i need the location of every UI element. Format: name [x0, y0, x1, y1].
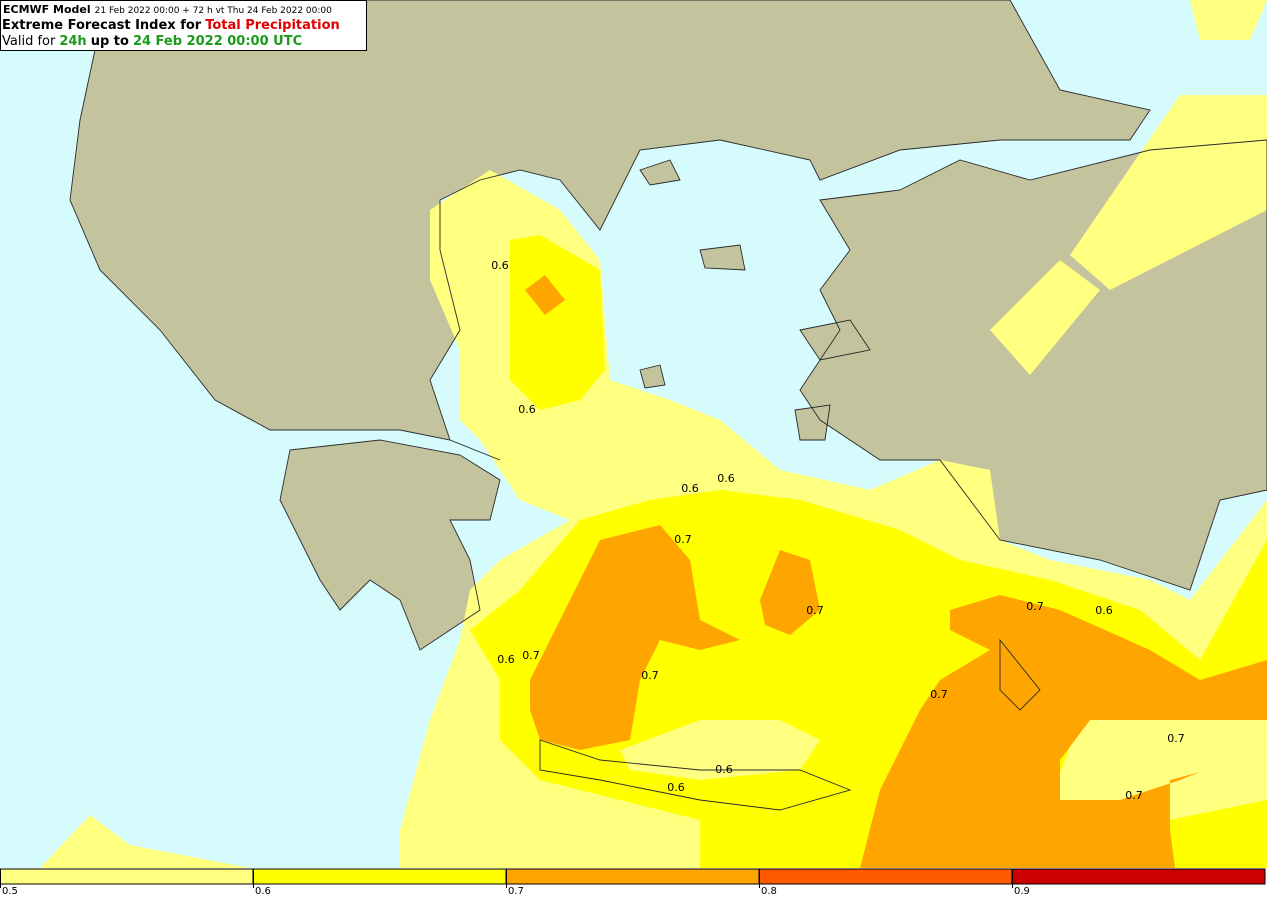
contour-label: 0.7	[674, 533, 692, 546]
model: ECMWF Model	[3, 3, 91, 16]
coastline	[799, 139, 1267, 591]
coastline	[999, 638, 1041, 711]
colorbar-segment	[252, 868, 507, 885]
contour-label: 0.7	[1026, 600, 1044, 613]
colorbar-label: 0.9	[1014, 886, 1030, 897]
contour-label: 0.6	[518, 403, 536, 416]
parameter: Total Precipitation	[205, 18, 340, 33]
header-line-1: ECMWF Model 21 Feb 2022 00:00 + 72 h vt T…	[3, 3, 332, 16]
header-line-3: Valid for 24h up to 24 Feb 2022 00:00 UTC	[2, 34, 302, 49]
contour-label: 0.7	[522, 649, 540, 662]
valid-time: 24 Feb 2022 00:00 UTC	[133, 34, 302, 49]
contour-label: 0.6	[667, 781, 685, 794]
contour-label: 0.7	[641, 669, 659, 682]
colorbar-label: 0.5	[2, 886, 18, 897]
contour-label: 0.7	[806, 604, 824, 617]
contour-label: 0.7	[1125, 789, 1143, 802]
header-box	[0, 0, 367, 51]
coastline	[279, 439, 501, 651]
coastline	[539, 739, 852, 811]
period: 24h	[59, 34, 86, 49]
header-line-2: Extreme Forecast Index for Total Precipit…	[2, 18, 340, 33]
valid-prefix: Valid for	[2, 34, 56, 49]
coastline	[69, 0, 1151, 461]
colorbar-segment	[505, 868, 760, 885]
colorbar: 0.5 0.6 0.7 0.8 0.9	[0, 868, 1266, 897]
efi-area	[620, 720, 1267, 820]
contour-labels: 0.6 0.6 0.6 0.6 0.6 0.6 0.6 0.6 0.7 0.7 0.7 0.7 0.7 0…	[491, 259, 1185, 802]
coastline	[639, 159, 871, 441]
efi-area	[860, 595, 1267, 868]
contour-label: 0.7	[930, 688, 948, 701]
efi-shading	[40, 0, 1267, 868]
title: Extreme Forecast Index for	[2, 18, 202, 33]
contour-label: 0.6	[715, 763, 733, 776]
colorbar-segment	[758, 868, 1013, 885]
contour-label: 0.6	[491, 259, 509, 272]
efi-area	[510, 235, 605, 410]
colorbar-label: 0.6	[255, 886, 271, 897]
contour-label: 0.6	[717, 472, 735, 485]
efi-area	[525, 275, 820, 750]
contour-label: 0.7	[1167, 732, 1185, 745]
run-info: 21 Feb 2022 00:00 + 72 h vt Thu 24 Feb 2…	[95, 6, 333, 16]
colorbar-segment	[1011, 868, 1266, 885]
coastlines	[69, 0, 1267, 811]
contour-label: 0.6	[497, 653, 515, 666]
contour-label: 0.6	[1095, 604, 1113, 617]
colorbar-label: 0.7	[508, 886, 524, 897]
contour-label: 0.6	[681, 482, 699, 495]
colorbar-segment	[0, 868, 254, 885]
colorbar-label: 0.8	[761, 886, 777, 897]
valid-mid: up to	[91, 34, 129, 49]
